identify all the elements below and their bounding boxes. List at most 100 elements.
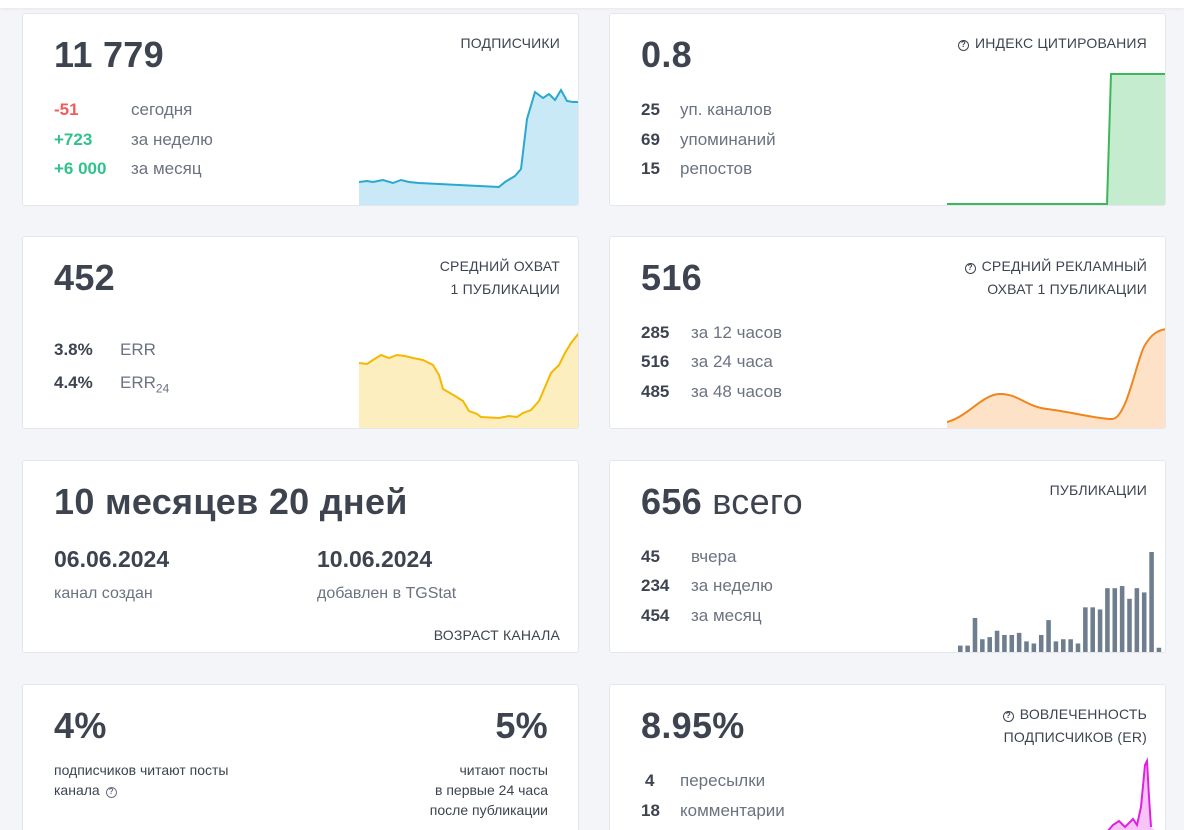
help-icon[interactable]: ? [105, 787, 117, 798]
stat-label: за месяц [131, 159, 202, 178]
posts-bar [1002, 634, 1007, 652]
citation-sparkline [947, 73, 1165, 205]
stat-num: 485 [641, 382, 670, 401]
sparkline-area [947, 74, 1165, 205]
posts-bar [1061, 639, 1066, 652]
posts-title: ПУБЛИКАЦИИ [1049, 482, 1147, 498]
posts-bar [1127, 598, 1132, 652]
sparkline-area [947, 329, 1165, 428]
age-card[interactable]: 10 месяцев 20 дней 06.06.2024 канал созд… [22, 460, 579, 653]
posts-bar [1090, 607, 1095, 652]
posts-bar [1016, 632, 1022, 652]
reach-title: СРЕДНИЙ ОХВАТ 1 ПУБЛИКАЦИИ [440, 255, 560, 301]
posts-bar [1112, 588, 1118, 652]
posts-bar [972, 617, 978, 652]
stat-label: ERR [120, 340, 156, 359]
posts-bar [1097, 609, 1103, 652]
sparkline-line [947, 328, 1165, 423]
citation-value: 0.8 [641, 34, 692, 75]
sparkline-line [359, 87, 578, 189]
stat-num: 454 [641, 606, 670, 625]
posts-bar [994, 630, 1000, 652]
stat-num: 45 [641, 547, 660, 566]
stat-num: +723 [54, 130, 93, 149]
stat-label: за 24 часа [691, 352, 773, 371]
engagement-title-line2: ПОДПИСЧИКОВ (ER) [1003, 729, 1147, 745]
stat-num: 4.4% [54, 373, 93, 392]
stat-label: за неделю [131, 130, 213, 149]
reach-sparkline [359, 332, 578, 428]
stat-label: за месяц [691, 606, 762, 625]
stat-num: 69 [641, 130, 660, 149]
posts-bar [980, 639, 985, 652]
ad-reach-sparkline [947, 328, 1165, 428]
help-icon[interactable]: ? [964, 263, 976, 274]
reads-left-line1: подписчиков читают посты [54, 762, 229, 778]
posts-bar [958, 645, 963, 652]
reads-left-caption: подписчиков читают посты канала? [54, 760, 228, 800]
reads-right-line3: после публикации [429, 802, 548, 818]
posts-bar [1105, 588, 1110, 652]
stat-label: за 12 часов [691, 323, 783, 342]
help-icon[interactable]: ? [1002, 711, 1014, 722]
stat-label: пересылки [680, 771, 766, 790]
posts-bar [1141, 592, 1147, 652]
ad-reach-title-line2: ОХВАТ 1 ПУБЛИКАЦИИ [987, 281, 1147, 297]
engagement-card[interactable]: 8.95% ? ВОВЛЕЧЕННОСТЬ ПОДПИСЧИКОВ (ER) 4 … [609, 684, 1166, 830]
top-bar [0, 0, 1184, 8]
reads-right-value: 5% [495, 705, 548, 746]
citation-title: ? ИНДЕКС ЦИТИРОВАНИЯ [957, 32, 1147, 55]
reads-left-line2: канала [54, 782, 100, 798]
stat-label: за 48 часов [691, 382, 783, 401]
posts-card[interactable]: 656 всего ПУБЛИКАЦИИ 45 вчера 234 за нед… [609, 460, 1166, 653]
stat-num: 4 [645, 771, 655, 790]
engagement-value: 8.95% [641, 705, 745, 746]
help-icon[interactable]: ? [957, 40, 969, 51]
stat-label: за неделю [691, 576, 773, 595]
ad-reach-title-line1: СРЕДНИЙ РЕКЛАМНЫЙ [981, 258, 1147, 274]
reads-card[interactable]: 4% подписчиков читают посты канала? 5% ч… [22, 684, 579, 830]
stat-num: 25 [641, 100, 660, 119]
posts-bar [1134, 588, 1140, 652]
posts-total-word: всего [712, 481, 803, 522]
reach-value: 452 [54, 257, 115, 298]
posts-bar [965, 645, 970, 652]
age-value: 10 месяцев 20 дней [54, 481, 408, 522]
reads-left-value: 4% [54, 705, 107, 746]
reach-title-line1: СРЕДНИЙ ОХВАТ [439, 258, 560, 274]
stat-num: 3.8% [54, 340, 93, 359]
subscribers-card[interactable]: 11 779 ПОДПИСЧИКИ -51 сегодня +723 за не… [22, 13, 579, 206]
posts-bar [1083, 607, 1088, 652]
posts-bar [1053, 641, 1059, 652]
engagement-title-line1: ВОВЛЕЧЕННОСТЬ [1019, 706, 1147, 722]
err-subscript: 24 [155, 381, 170, 396]
sparkline-line [947, 73, 1165, 205]
posts-bar [1068, 639, 1073, 652]
posts-bar [1031, 643, 1037, 652]
err-label: ERR [120, 373, 156, 392]
posts-bar [1119, 586, 1125, 652]
reads-right-line2: в первые 24 часа [435, 782, 548, 798]
stat-num: +6 000 [54, 159, 107, 178]
stat-num: 18 [641, 801, 660, 820]
posts-bar-chart [958, 552, 1162, 652]
ad-reach-card[interactable]: 516 ? СРЕДНИЙ РЕКЛАМНЫЙ ОХВАТ 1 ПУБЛИКАЦИ… [609, 236, 1166, 429]
stat-label: упоминаний [680, 130, 776, 149]
posts-value: 656 всего [641, 481, 803, 523]
subscribers-value: 11 779 [54, 34, 164, 75]
citation-card[interactable]: 0.8 ? ИНДЕКС ЦИТИРОВАНИЯ 25 уп. каналов 6… [609, 13, 1166, 206]
posts-bar [1038, 634, 1044, 652]
sparkline-area [1108, 761, 1155, 830]
posts-bar [1009, 634, 1015, 652]
sparkline-line [1107, 757, 1152, 830]
sparkline-line [359, 332, 578, 420]
reach-card[interactable]: 452 СРЕДНИЙ ОХВАТ 1 ПУБЛИКАЦИИ 3.8% ERR … [22, 236, 579, 429]
sparkline-area [359, 334, 578, 428]
reach-title-line2: 1 ПУБЛИКАЦИИ [450, 281, 560, 297]
stat-label: комментарии [680, 801, 785, 820]
citation-title-text: ИНДЕКС ЦИТИРОВАНИЯ [974, 35, 1147, 51]
stat-num: 15 [641, 159, 660, 178]
reads-right-caption: читают посты в первые 24 часа после публ… [430, 760, 548, 820]
stat-num: 234 [641, 576, 670, 595]
posts-bar [1156, 647, 1162, 652]
